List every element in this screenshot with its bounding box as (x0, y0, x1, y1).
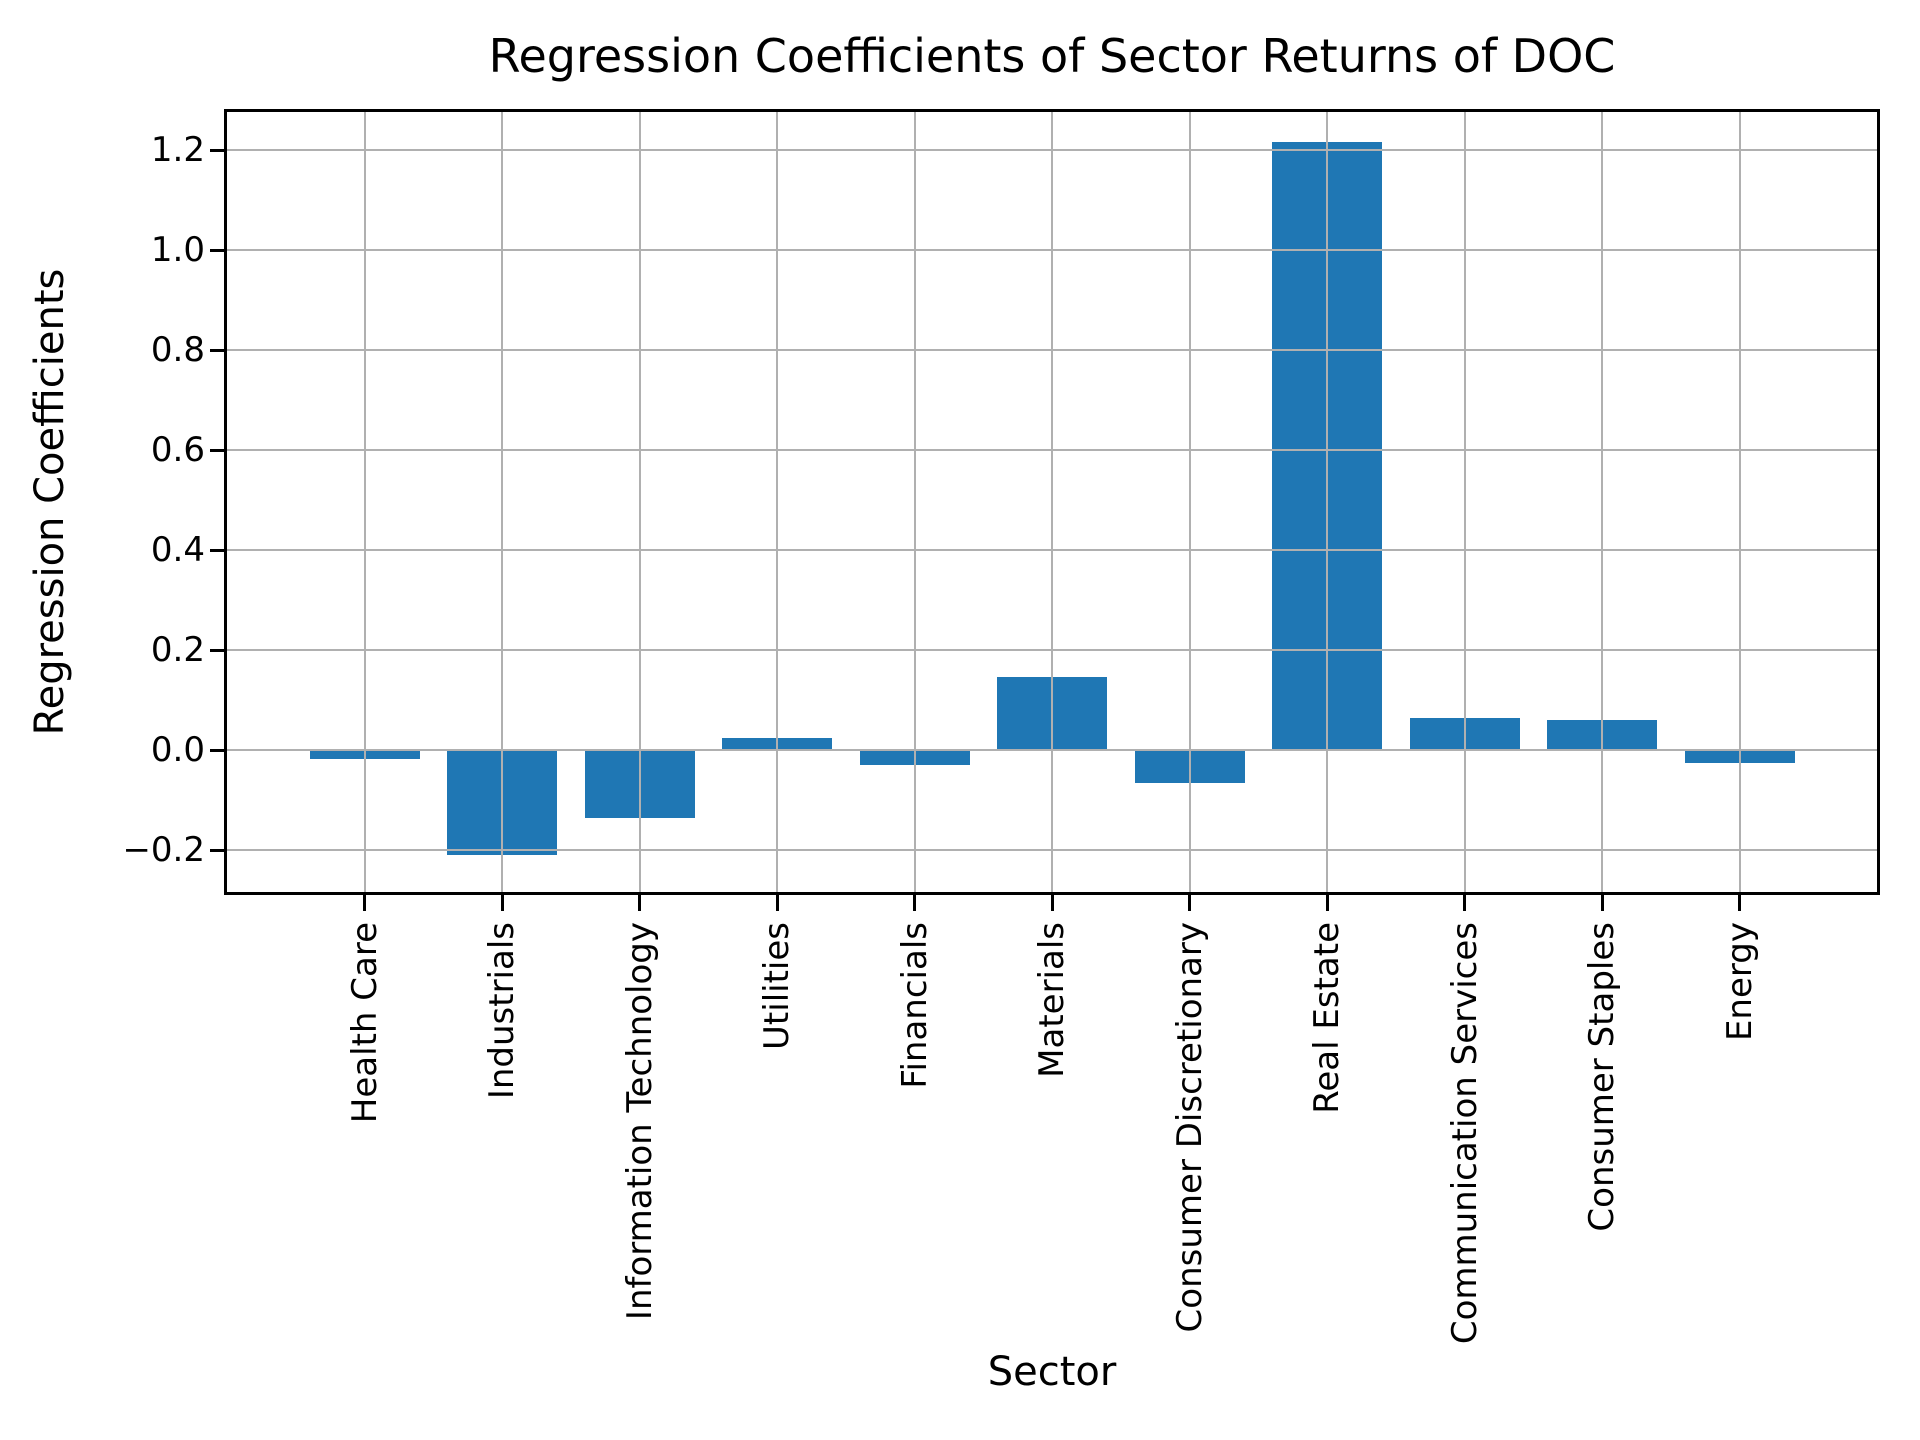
x-gridline (1738, 112, 1741, 892)
x-category-label: Information Technology (619, 922, 660, 1321)
x-category-label: Industrials (482, 922, 522, 1100)
plot-area (224, 109, 1880, 895)
x-category-label: Consumer Discretionary (1169, 922, 1210, 1333)
x-tick (1738, 895, 1741, 911)
y-gridline (227, 749, 1877, 751)
y-gridline (227, 649, 1877, 651)
y-tick (210, 148, 227, 152)
y-gridline (227, 149, 1877, 151)
x-gridline (913, 112, 916, 892)
y-gridline (227, 849, 1877, 851)
y-tick (210, 448, 227, 452)
x-tick (775, 895, 779, 911)
y-tick (210, 548, 227, 552)
x-tick (1600, 895, 1604, 911)
x-gridline (501, 112, 503, 892)
x-gridline (1463, 112, 1466, 892)
y-gridline (227, 249, 1877, 251)
x-tick (1050, 895, 1054, 911)
x-category-label: Utilities (757, 922, 797, 1050)
y-gridline (227, 549, 1877, 551)
x-category-label: Real Estate (1307, 922, 1347, 1114)
y-tick (210, 648, 227, 652)
y-tick-label: −0.2 (122, 830, 205, 870)
x-tick (638, 895, 641, 911)
y-tick-label: 0.8 (150, 330, 205, 370)
x-category-label: Health Care (344, 922, 385, 1124)
x-category-label: Materials (1032, 922, 1072, 1078)
y-tick (210, 748, 227, 752)
x-category-label: Communication Services (1444, 922, 1485, 1345)
y-tick-label: 0.4 (150, 530, 205, 570)
y-tick-label: 1.0 (150, 230, 205, 270)
x-gridline (1601, 112, 1603, 892)
x-tick (363, 895, 366, 911)
y-tick (210, 248, 227, 252)
x-gridline (363, 112, 366, 892)
x-tick (1325, 895, 1329, 911)
x-axis-label: Sector (987, 1349, 1117, 1395)
x-gridline (638, 112, 641, 892)
x-category-label: Consumer Staples (1582, 922, 1622, 1232)
y-tick-label: 1.2 (150, 130, 205, 170)
y-tick-label: 0.0 (150, 730, 205, 770)
x-gridline (776, 112, 778, 892)
x-category-label: Financials (894, 922, 935, 1089)
y-gridline (227, 349, 1877, 351)
chart-title: Regression Coefficients of Sector Return… (488, 29, 1616, 83)
x-gridline (1188, 112, 1191, 892)
y-tick-label: 0.2 (150, 630, 205, 670)
y-tick (210, 848, 227, 852)
x-category-label: Energy (1719, 922, 1760, 1042)
x-tick (1463, 895, 1466, 911)
x-tick (1188, 895, 1191, 911)
y-tick (210, 348, 227, 352)
x-gridline (1051, 112, 1053, 892)
y-tick-label: 0.6 (150, 430, 205, 470)
x-tick (500, 895, 504, 911)
x-tick (913, 895, 916, 911)
y-gridline (227, 449, 1877, 451)
x-gridline (1326, 112, 1328, 892)
